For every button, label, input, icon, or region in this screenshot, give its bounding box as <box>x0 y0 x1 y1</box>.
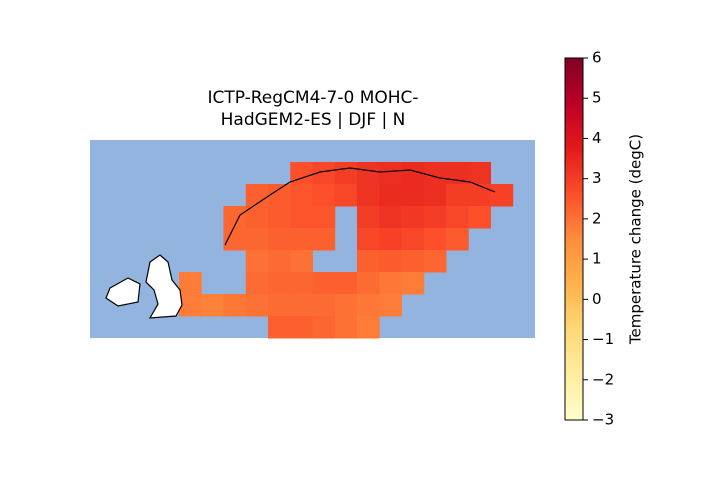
grid-cell <box>379 250 402 273</box>
grid-cell <box>223 294 247 317</box>
grid-cell <box>268 294 291 317</box>
grid-cell <box>401 184 425 207</box>
grid-cell <box>334 294 358 317</box>
grid-cell <box>245 250 269 273</box>
grid-cell <box>357 228 380 251</box>
grid-cell <box>423 228 447 251</box>
ireland <box>105 277 141 307</box>
coastline <box>224 167 496 246</box>
grid-cell <box>379 184 402 207</box>
grid-cell <box>401 206 425 229</box>
grid-cell <box>446 206 469 229</box>
grid-cell <box>245 184 269 207</box>
grid-cell <box>357 316 380 339</box>
colorbar-tick-label: 4 <box>592 129 602 147</box>
grid-cell <box>245 294 269 317</box>
grid-cell <box>268 184 291 207</box>
grid-cell <box>268 250 291 273</box>
grid-cell <box>312 316 336 339</box>
grid-cell <box>179 294 202 317</box>
grid-cell <box>290 294 313 317</box>
colorbar-tick-label: 6 <box>592 49 602 67</box>
great-britain <box>145 254 183 319</box>
grid-cell <box>290 206 313 229</box>
grid-cell <box>312 206 336 229</box>
grid-cell <box>379 162 402 185</box>
grid-cell <box>268 206 291 229</box>
grid-cell <box>401 250 425 273</box>
grid-cell <box>468 184 491 207</box>
colorbar-tick-label: 5 <box>592 89 602 107</box>
colorbar-tick-label: 2 <box>592 209 602 227</box>
grid-cell <box>223 228 247 251</box>
grid-cell <box>290 316 313 339</box>
grid-cell <box>379 294 402 317</box>
grid-cell <box>312 162 336 185</box>
grid-cell <box>312 294 336 317</box>
grid-cell <box>312 272 336 295</box>
colorbar-tick-label: 1 <box>592 250 602 268</box>
grid-cell <box>179 272 202 295</box>
grid-cell <box>401 272 425 295</box>
grid-cell <box>379 206 402 229</box>
grid-cell <box>312 228 336 251</box>
colorbar <box>564 57 584 421</box>
grid-cell <box>201 294 224 317</box>
grid-cell <box>423 250 447 273</box>
title-line: HadGEM2-ES | DJF | N <box>221 110 406 130</box>
grid-cell <box>334 184 358 207</box>
grid-cell <box>334 316 358 339</box>
grid-cell <box>468 206 491 229</box>
title-line: ICTP-RegCM4-7-0 MOHC- <box>207 88 418 108</box>
grid-cell <box>290 162 313 185</box>
grid-cell <box>290 250 313 273</box>
grid-cell <box>379 228 402 251</box>
grid-cell <box>401 228 425 251</box>
grid-cell <box>357 184 380 207</box>
grid-cell <box>446 228 469 251</box>
grid-cell <box>334 272 358 295</box>
grid-cell <box>446 184 469 207</box>
colorbar-tick-label: 0 <box>592 290 602 308</box>
grid-cell <box>357 250 380 273</box>
grid-cell <box>245 272 269 295</box>
grid-cell <box>401 162 425 185</box>
grid-cell <box>446 162 469 185</box>
grid-cell <box>423 206 447 229</box>
grid-cell <box>290 184 313 207</box>
grid-cell <box>312 184 336 207</box>
colorbar-tick-label: −1 <box>592 330 614 348</box>
grid-cell <box>357 294 380 317</box>
grid-cell <box>290 228 313 251</box>
grid-cell <box>245 228 269 251</box>
grid-cell <box>357 272 380 295</box>
grid-cell <box>290 272 313 295</box>
cells <box>179 162 514 339</box>
grid-cell <box>245 206 269 229</box>
grid-cell <box>334 162 358 185</box>
grid-cell <box>357 162 380 185</box>
colorbar-label: Temperature change (degC) <box>627 134 645 345</box>
grid-cell <box>223 206 247 229</box>
grid-cell <box>468 162 491 185</box>
grid-cell <box>423 162 447 185</box>
grid-cell <box>268 316 291 339</box>
grid-cell <box>490 184 514 207</box>
grid-cell <box>357 206 380 229</box>
grid-cell <box>379 272 402 295</box>
colorbar-tick-label: −2 <box>592 370 614 388</box>
colorbar-tick-label: −3 <box>592 411 614 429</box>
colorbar-tick-label: 3 <box>592 169 602 187</box>
grid-cell <box>268 272 291 295</box>
grid-cell <box>423 184 447 207</box>
grid-cell <box>268 228 291 251</box>
